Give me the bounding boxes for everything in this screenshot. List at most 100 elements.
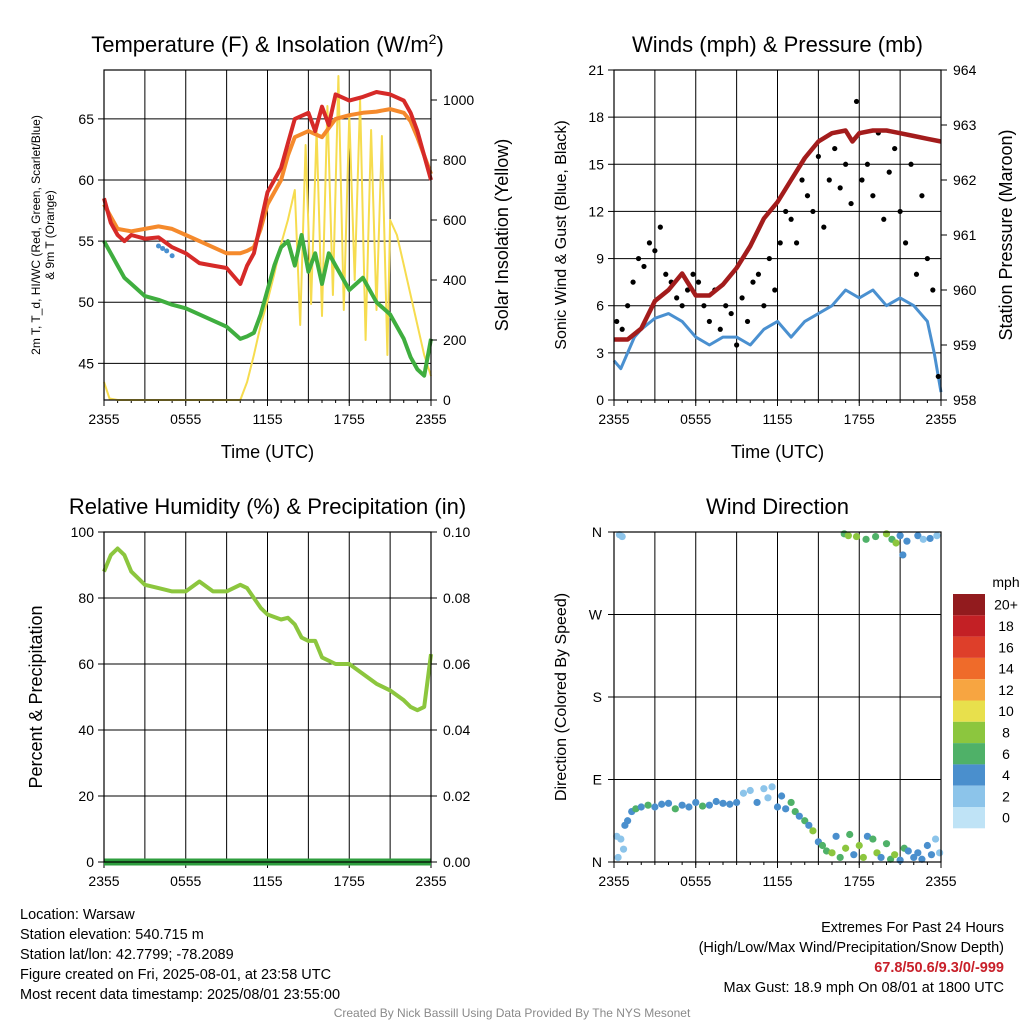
gust-point: [761, 303, 767, 309]
y-tick-label-left: 60: [78, 172, 94, 188]
direction-point: [933, 532, 941, 540]
direction-point: [637, 803, 645, 811]
direction-point: [726, 800, 734, 808]
y-tick-label-right: 964: [953, 62, 977, 78]
series-line-9m-t: [102, 107, 433, 256]
direction-point: [617, 835, 625, 843]
panel-winds: 2355 0555 1155 1755 2355 Winds (mph) & Pressu…: [553, 32, 1016, 462]
gust-point: [886, 169, 892, 175]
direction-point: [850, 851, 858, 859]
y-tick-label-left: N: [592, 524, 602, 540]
direction-point: [619, 845, 628, 853]
direction-point: [844, 532, 852, 540]
series-line-2m-t: [102, 90, 433, 286]
direction-point: [882, 530, 891, 538]
x-tick-label: 1155: [252, 873, 282, 889]
direction-point: [705, 801, 713, 809]
gust-point: [913, 271, 920, 277]
direction-point: [914, 532, 922, 540]
direction-point: [859, 853, 867, 862]
direction-point: [896, 532, 904, 540]
direction-point: [719, 799, 727, 807]
x-tick-label: 2355: [925, 411, 956, 427]
colorbar-label: 8: [1002, 724, 1010, 740]
x-tick-label: 2355: [598, 411, 629, 427]
gust-point: [935, 373, 941, 380]
direction-point: [733, 798, 741, 807]
x-tick-label: 2355: [598, 873, 629, 889]
gust-point: [646, 240, 653, 246]
x-tick-label: 1155: [252, 411, 282, 427]
y-axis-label-left: 2m T, T_d, HI/WC (Red, Green, Scarlet/Bl…: [29, 115, 43, 355]
direction-point: [926, 534, 934, 543]
gust-point: [897, 208, 903, 215]
direction-point: [809, 827, 817, 835]
panel-title: Temperature (F) & Insolation (W/m2): [91, 31, 444, 57]
y-tick-label-right: 0: [443, 392, 451, 408]
colorbar-swatch: [953, 679, 985, 701]
colorbar-label: 10: [998, 703, 1014, 719]
direction-point: [818, 841, 827, 850]
y-tick-label-left: 12: [588, 203, 604, 219]
gust-point: [783, 208, 789, 215]
direction-point: [753, 798, 761, 807]
gust-point: [652, 248, 658, 254]
x-tick-label: 1755: [334, 873, 365, 889]
gust-point: [772, 287, 778, 293]
y-tick-label-right: 962: [953, 172, 977, 188]
direction-point: [624, 817, 632, 825]
direction-point: [832, 832, 840, 840]
max-gust: Max Gust: 18.9 mph On 08/01 at 1800 UTC: [723, 980, 1004, 996]
y-tick-label-right: 0.06: [443, 656, 470, 672]
direction-point: [899, 551, 907, 559]
y-axis-label-left: Percent & Precipitation: [26, 605, 46, 788]
gust-point: [821, 224, 827, 230]
direction-point: [658, 800, 666, 808]
y-tick-label-right: 0.08: [443, 590, 470, 606]
direction-point: [873, 849, 881, 857]
x-tick-label: 1755: [844, 411, 875, 427]
colorbar-swatch: [953, 657, 985, 680]
series-line-station-pressure: [614, 128, 942, 342]
direction-point: [768, 783, 776, 791]
direction-point: [644, 801, 652, 809]
x-tick-label: 2355: [88, 873, 119, 889]
gust-point: [635, 255, 642, 262]
x-tick-label: 0555: [170, 411, 201, 427]
direction-point: [869, 835, 877, 843]
heat-index-point: [156, 243, 161, 249]
gust-point: [788, 216, 794, 222]
direction-point: [896, 856, 904, 864]
figure-created: Figure created on Fri, 2025-08-01, at 23…: [20, 967, 332, 983]
gust-point: [799, 177, 805, 183]
recent-timestamp: Most recent data timestamp: 2025/08/01 2…: [20, 987, 341, 1003]
direction-point: [904, 847, 912, 855]
direction-point: [614, 853, 622, 862]
x-tick-label: 1755: [334, 411, 365, 427]
colorbar-label: 20+: [994, 597, 1018, 613]
x-axis-label: Time (UTC): [221, 442, 314, 462]
gust-point: [848, 200, 854, 207]
direction-point: [805, 821, 813, 829]
panel-title: Relative Humidity (%) & Precipitation (i…: [69, 494, 466, 519]
colorbar-swatch: [953, 785, 985, 807]
y-tick-label-right: 960: [953, 282, 977, 298]
gust-point: [663, 271, 669, 277]
y-tick-label-left: 45: [78, 355, 94, 371]
x-tick-label: 1155: [762, 873, 792, 889]
direction-point: [773, 803, 782, 811]
heat-index-point: [169, 253, 175, 259]
y-tick-label-right: 0.04: [443, 722, 470, 738]
gust-point: [870, 193, 876, 199]
y-axis-label-left-line2: & 9m T (Orange): [43, 190, 57, 280]
y-tick-label-left: W: [589, 607, 603, 623]
extremes-subtitle: (High/Low/Max Wind/Precipitation/Snow De…: [698, 940, 1004, 956]
direction-point: [712, 797, 720, 806]
gust-point: [750, 279, 756, 285]
gust-point: [684, 287, 691, 293]
y-axis-label-left: Sonic Wind & Gust (Blue, Black): [553, 120, 570, 349]
gust-point: [690, 271, 696, 277]
direction-point: [664, 799, 673, 807]
direction-point: [746, 786, 754, 795]
